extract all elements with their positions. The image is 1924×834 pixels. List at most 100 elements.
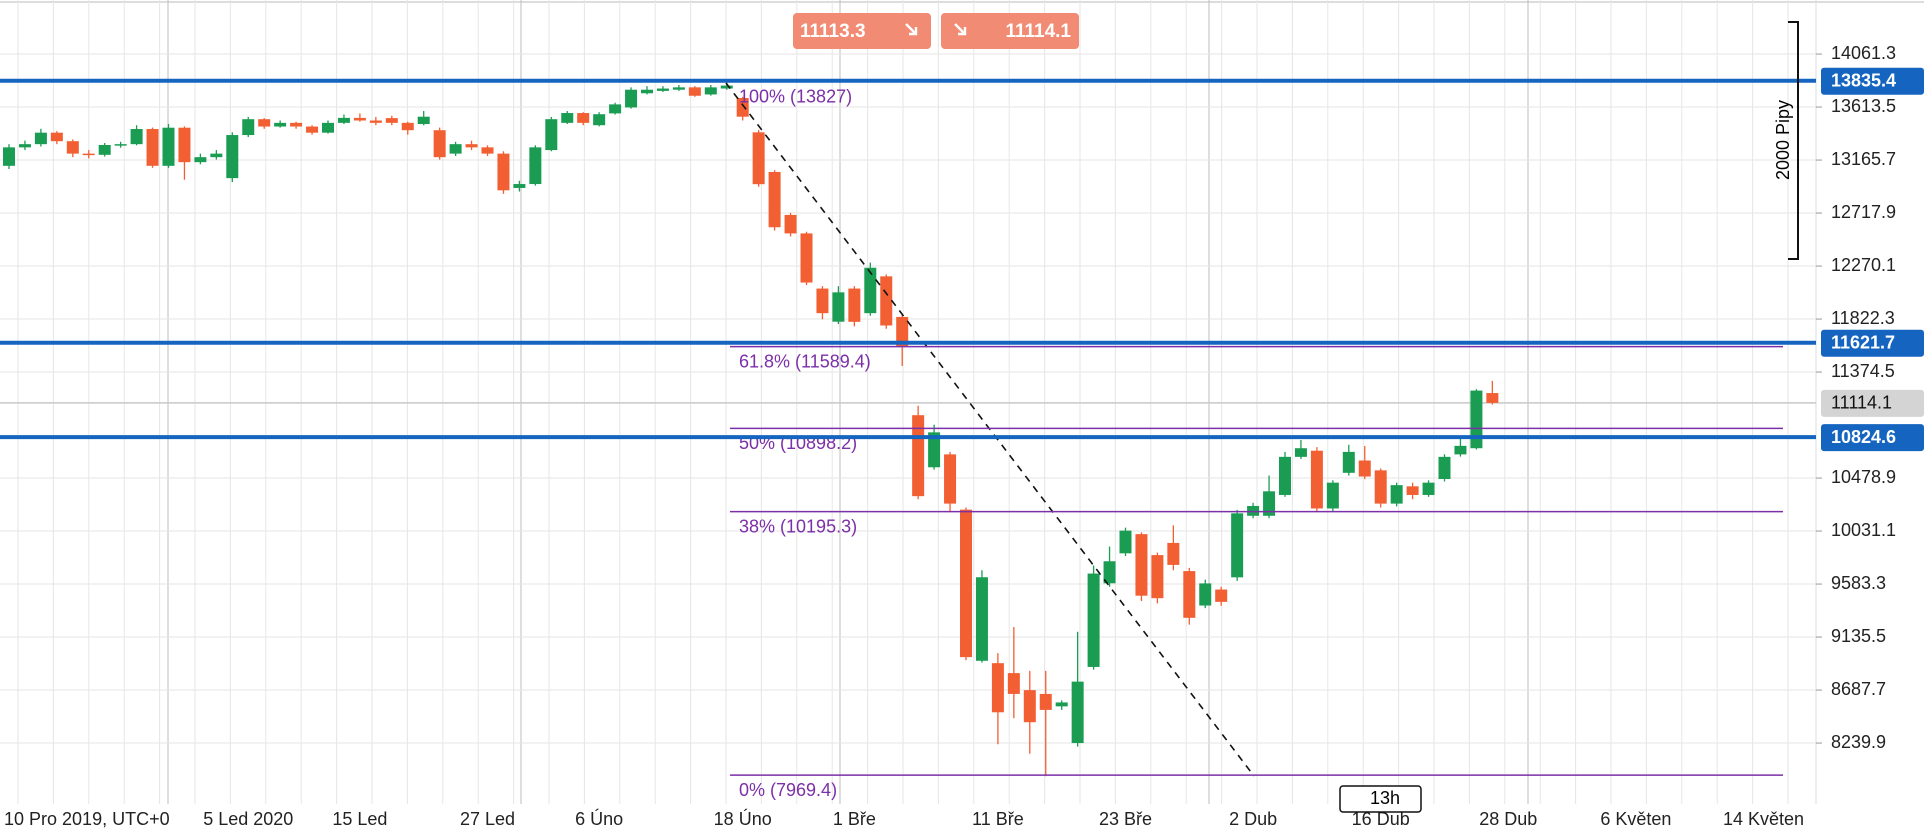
candle-body xyxy=(656,88,669,91)
candle-body xyxy=(991,663,1004,713)
candle-body xyxy=(306,126,319,133)
x-tick-label: 23 Bře xyxy=(1099,809,1152,829)
fib-label: 61.8% (11589.4) xyxy=(739,351,871,371)
candle-body xyxy=(337,117,350,123)
candle-body xyxy=(625,89,638,108)
candle-body xyxy=(960,509,972,658)
candle-body xyxy=(1326,482,1339,509)
candle-body xyxy=(66,141,79,154)
candle-body xyxy=(1406,486,1419,495)
candle-body xyxy=(529,147,542,185)
candle-body xyxy=(768,171,781,228)
candle-body xyxy=(146,129,159,166)
mark-layer xyxy=(3,81,1499,777)
candle-body xyxy=(1055,702,1068,707)
candle-body xyxy=(1374,470,1387,504)
candle-body xyxy=(353,117,366,121)
candle-body xyxy=(1087,573,1100,667)
candle-body xyxy=(1263,491,1276,516)
candle-body xyxy=(290,122,303,127)
sell-button[interactable] xyxy=(793,13,931,49)
y-tick-label: 13613.5 xyxy=(1831,96,1896,116)
candle-body xyxy=(1279,456,1291,495)
candle-body xyxy=(593,114,606,126)
candle-body xyxy=(577,113,590,123)
candle-body xyxy=(816,288,829,314)
candle-body xyxy=(1007,673,1020,694)
price-label-box xyxy=(1821,329,1924,357)
candle-body xyxy=(1023,690,1036,723)
y-tick-label: 10478.9 xyxy=(1831,467,1896,487)
candle-body xyxy=(513,184,526,188)
candle-body xyxy=(1470,390,1483,449)
candle-body xyxy=(401,122,414,131)
candle-body xyxy=(258,119,271,127)
y-tick-label: 12270.1 xyxy=(1831,255,1896,275)
candle-body xyxy=(975,577,988,661)
candle-body xyxy=(322,122,334,133)
candle-body xyxy=(688,87,701,96)
sell-price[interactable]: 11113.3 xyxy=(800,21,866,42)
crosshair-label: 13h xyxy=(1370,788,1400,808)
x-tick-label: 14 Květen xyxy=(1723,809,1804,829)
candle-body xyxy=(1183,571,1196,618)
candle-body xyxy=(369,120,382,123)
x-tick-label: 10 Pro 2019, UTC+0 xyxy=(4,809,170,829)
buy-price[interactable]: 11114.1 xyxy=(1005,21,1071,42)
candle-body xyxy=(1071,681,1084,744)
candle-body xyxy=(1199,583,1212,606)
candle-body xyxy=(1215,589,1228,602)
candle-body xyxy=(1039,693,1052,710)
candle-body xyxy=(720,85,733,89)
candle-body xyxy=(178,127,191,163)
x-tick-label: 28 Dub xyxy=(1479,809,1537,829)
candle-body xyxy=(848,288,861,322)
buy-button[interactable] xyxy=(941,13,1079,49)
sell-arrow xyxy=(905,23,918,36)
candle-body xyxy=(50,132,63,142)
candle-body xyxy=(18,144,31,148)
y-tick-label: 12717.9 xyxy=(1831,202,1896,222)
x-tick-label: 16 Dub xyxy=(1352,809,1410,829)
candle-body xyxy=(1167,542,1180,565)
range-label: 2000 Pipy xyxy=(1773,100,1793,180)
candle-body xyxy=(98,144,111,155)
over-layer: 100% (13827)61.8% (11589.4)50% (10898.2)… xyxy=(0,67,1924,800)
candle-body xyxy=(385,118,398,123)
y-tick-label: 10031.1 xyxy=(1831,520,1896,540)
candle-body xyxy=(545,119,558,151)
y-tick-label: 9583.3 xyxy=(1831,573,1886,593)
y-tick-label: 11374.5 xyxy=(1831,361,1895,381)
candle-body xyxy=(417,116,430,125)
price-label: 10824.6 xyxy=(1831,427,1896,447)
current-price-label: 11114.1 xyxy=(1831,393,1892,413)
y-tick-label: 8687.7 xyxy=(1831,679,1886,699)
candle-body xyxy=(864,267,877,314)
candle-body xyxy=(274,122,287,127)
current-price-box xyxy=(1821,389,1924,417)
candle-body xyxy=(433,130,446,158)
candle-body xyxy=(609,104,622,114)
candle-body xyxy=(672,87,685,90)
candle-body xyxy=(1119,530,1132,554)
candle-body xyxy=(481,147,494,154)
candle-body xyxy=(3,147,15,166)
price-label-box xyxy=(1821,424,1924,452)
candle-body xyxy=(1294,448,1307,457)
candle-body xyxy=(114,144,127,146)
candle-body xyxy=(1454,445,1467,455)
candle-body xyxy=(497,153,510,191)
x-tick-label: 2 Dub xyxy=(1229,809,1277,829)
candle-body xyxy=(82,153,95,156)
candle-body xyxy=(1486,393,1499,403)
y-tick-label: 11822.3 xyxy=(1831,308,1895,328)
x-tick-label: 18 Úno xyxy=(714,808,772,829)
candle-body xyxy=(1342,451,1355,473)
candle-body xyxy=(800,233,813,283)
x-tick-label: 15 Led xyxy=(332,809,387,829)
candle-body xyxy=(928,432,941,468)
candle-body xyxy=(130,129,143,145)
candle-body xyxy=(1151,555,1164,599)
